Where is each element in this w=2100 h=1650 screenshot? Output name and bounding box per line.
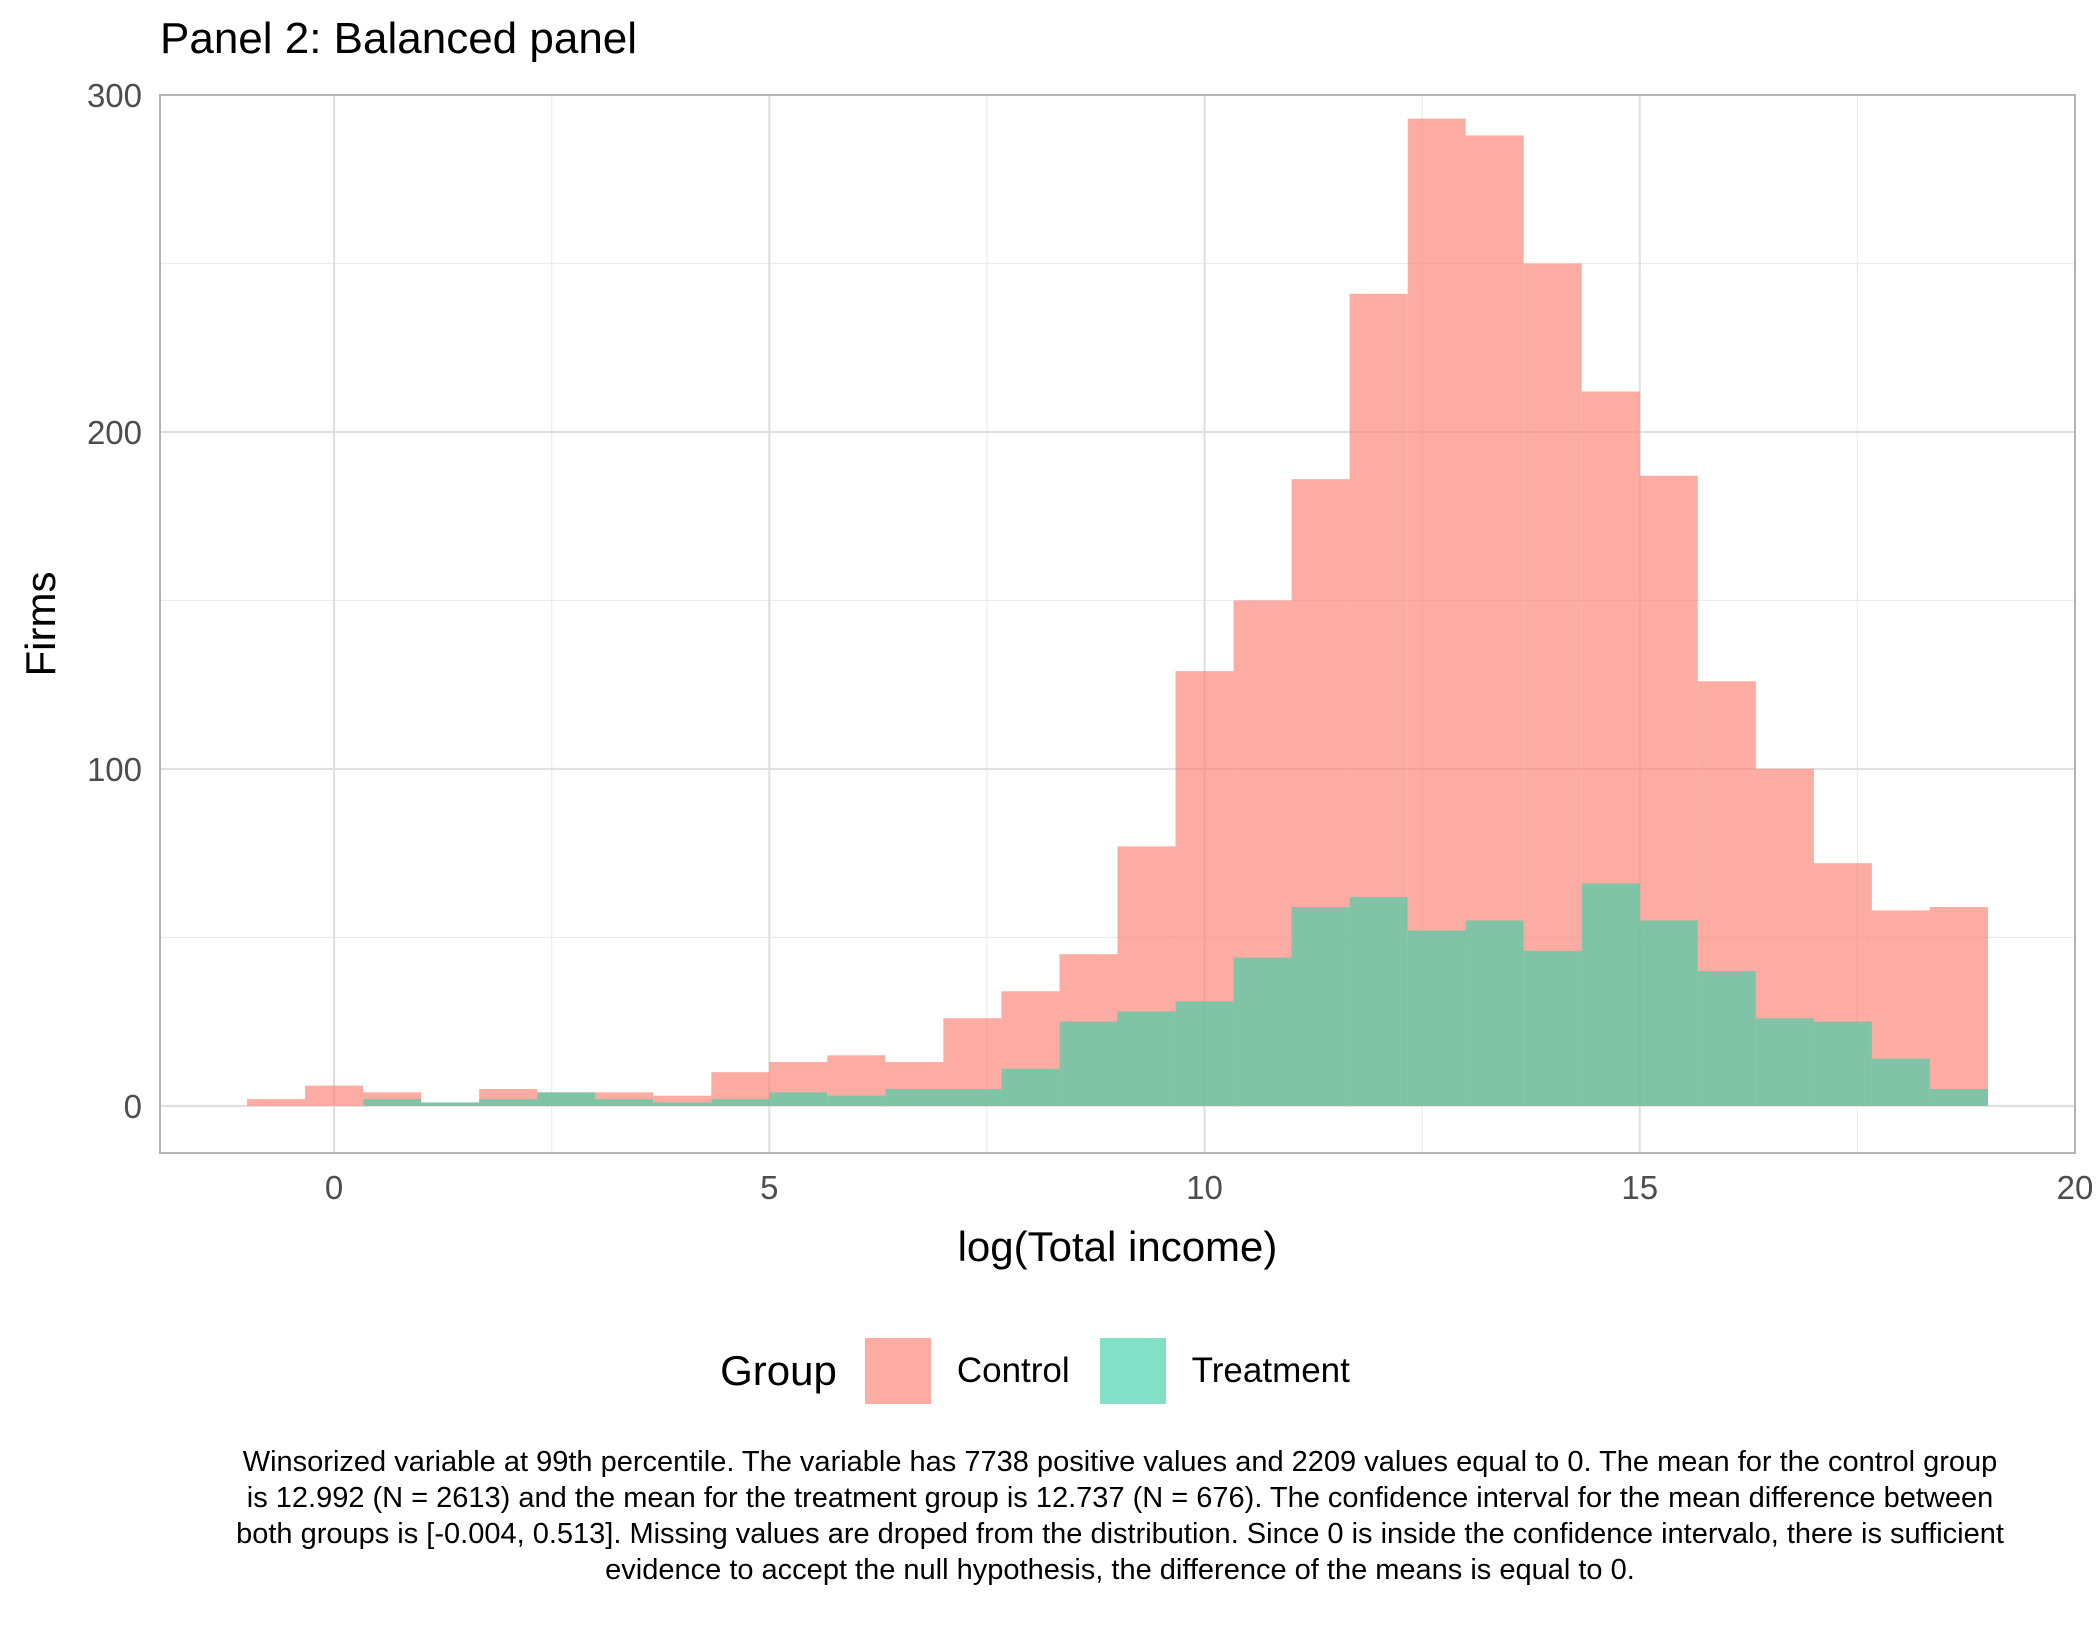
bar-treatment <box>943 1088 1002 1106</box>
y-axis-label: Firms <box>17 572 64 677</box>
bar-treatment <box>363 1099 422 1106</box>
bar-treatment <box>1465 920 1524 1106</box>
legend-item-treatment: Treatment <box>1099 1338 1350 1404</box>
bar-treatment <box>1059 1021 1118 1106</box>
chart-title: Panel 2: Balanced panel <box>160 14 638 63</box>
chart-caption: Winsorized variable at 99th percentile. … <box>236 1446 2004 1586</box>
legend-item-control: Control <box>864 1338 1070 1404</box>
bar-treatment <box>595 1099 654 1106</box>
bar-treatment <box>537 1092 596 1106</box>
legend-swatch-treatment <box>1099 1338 1166 1404</box>
legend: Group Control Treatment <box>0 1336 2100 1406</box>
legend-title: Group <box>720 1347 837 1394</box>
bar-treatment <box>1175 1001 1234 1106</box>
bars <box>247 118 1988 1106</box>
bar-treatment <box>1697 971 1756 1106</box>
bar-treatment <box>1291 907 1350 1106</box>
bar-control <box>305 1085 364 1106</box>
bar-treatment <box>1117 1011 1176 1106</box>
y-tick-label: 200 <box>87 414 142 451</box>
y-tick-label: 300 <box>87 77 142 114</box>
bar-treatment <box>1523 950 1582 1106</box>
legend-swatch-control <box>864 1338 931 1404</box>
bar-treatment <box>1871 1058 1930 1106</box>
bar-control <box>1929 907 1988 1106</box>
bar-treatment <box>827 1095 886 1106</box>
x-tick-label: 10 <box>1186 1169 1223 1206</box>
bar-treatment <box>1349 896 1408 1106</box>
bar-treatment <box>1407 930 1466 1106</box>
legend-label-control: Control <box>956 1351 1070 1390</box>
x-tick-label: 20 <box>2057 1169 2094 1206</box>
bar-treatment <box>711 1099 770 1106</box>
panel-border <box>159 94 2076 1154</box>
bar-treatment <box>479 1099 538 1106</box>
bar-treatment <box>1639 920 1698 1106</box>
bar-control <box>653 1095 712 1106</box>
bar-treatment <box>885 1088 944 1106</box>
legend-label-treatment: Treatment <box>1191 1351 1350 1390</box>
x-axis-label: log(Total income) <box>958 1223 1278 1270</box>
bar-treatment <box>653 1102 712 1106</box>
y-tick-label: 100 <box>87 751 142 788</box>
x-tick-label: 5 <box>760 1169 778 1206</box>
bar-treatment <box>1001 1068 1060 1106</box>
bar-treatment <box>1929 1088 1988 1106</box>
x-tick-label: 15 <box>1621 1169 1658 1206</box>
bar-control <box>247 1099 306 1106</box>
bar-treatment <box>1233 957 1292 1106</box>
bar-treatment <box>1755 1018 1814 1106</box>
y-tick-label: 0 <box>124 1088 142 1125</box>
bar-treatment <box>769 1092 828 1106</box>
bar-treatment <box>421 1102 480 1106</box>
x-tick-label: 0 <box>325 1169 343 1206</box>
bar-treatment <box>1581 883 1640 1106</box>
bar-treatment <box>1813 1021 1872 1106</box>
